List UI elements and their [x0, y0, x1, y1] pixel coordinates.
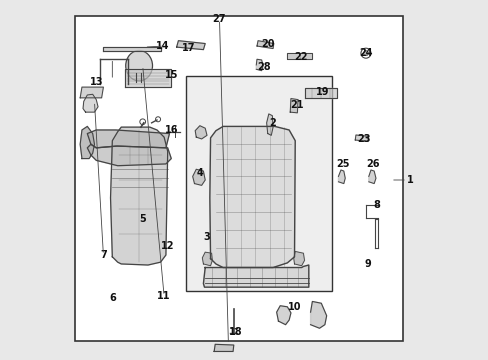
Polygon shape: [276, 306, 290, 325]
Text: 16: 16: [164, 125, 178, 135]
Text: 28: 28: [257, 63, 270, 72]
Text: 18: 18: [228, 327, 242, 337]
Text: 27: 27: [212, 14, 226, 24]
Polygon shape: [80, 87, 103, 98]
Polygon shape: [80, 126, 94, 158]
Circle shape: [360, 48, 370, 58]
Text: 9: 9: [364, 259, 370, 269]
Text: 19: 19: [316, 87, 329, 98]
Text: 3: 3: [203, 232, 210, 242]
Text: 13: 13: [89, 77, 103, 87]
Polygon shape: [257, 41, 273, 49]
Polygon shape: [304, 88, 337, 98]
Text: 7: 7: [100, 250, 106, 260]
Polygon shape: [87, 144, 171, 166]
Text: 17: 17: [182, 43, 196, 53]
Bar: [185, 76, 331, 291]
Circle shape: [363, 51, 367, 56]
Circle shape: [140, 119, 145, 125]
Text: 11: 11: [157, 291, 170, 301]
Polygon shape: [124, 69, 171, 87]
Text: 21: 21: [290, 100, 304, 110]
Polygon shape: [266, 114, 272, 135]
Polygon shape: [290, 99, 298, 113]
Circle shape: [155, 117, 160, 122]
Polygon shape: [214, 344, 233, 351]
Polygon shape: [293, 251, 304, 266]
Text: 20: 20: [261, 39, 274, 49]
Text: 24: 24: [359, 48, 372, 58]
Text: 1: 1: [407, 175, 413, 185]
Text: 22: 22: [294, 52, 307, 62]
Polygon shape: [310, 301, 326, 328]
Text: 6: 6: [109, 293, 116, 303]
Polygon shape: [195, 126, 206, 139]
Text: 23: 23: [357, 134, 370, 144]
Polygon shape: [287, 53, 311, 59]
Polygon shape: [368, 170, 375, 184]
Text: 14: 14: [155, 41, 169, 51]
Text: 8: 8: [372, 200, 379, 210]
Polygon shape: [87, 130, 169, 148]
Text: 4: 4: [196, 168, 203, 178]
Polygon shape: [110, 127, 167, 265]
Polygon shape: [203, 265, 308, 287]
Polygon shape: [176, 41, 205, 50]
Polygon shape: [354, 135, 368, 141]
Ellipse shape: [125, 50, 152, 81]
Text: 25: 25: [335, 159, 349, 169]
Polygon shape: [192, 169, 205, 185]
Polygon shape: [256, 59, 263, 71]
Text: 10: 10: [287, 302, 301, 312]
Polygon shape: [209, 126, 295, 267]
Text: 2: 2: [269, 118, 276, 128]
Polygon shape: [338, 170, 345, 184]
Polygon shape: [83, 94, 98, 112]
Polygon shape: [103, 47, 160, 51]
Text: 15: 15: [164, 69, 178, 80]
Text: 12: 12: [161, 241, 174, 251]
Text: 26: 26: [366, 159, 379, 169]
Text: 5: 5: [139, 214, 146, 224]
Polygon shape: [202, 252, 212, 266]
